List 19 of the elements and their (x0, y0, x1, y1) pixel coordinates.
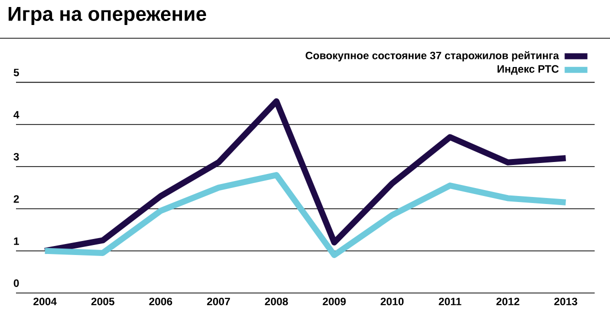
chart-title: Игра на опережение (8, 7, 206, 25)
legend-label: Индекс РТС (498, 65, 559, 75)
x-tick-label: 2008 (264, 298, 288, 306)
x-tick-label: 2004 (33, 298, 57, 306)
y-tick-label: 0 (14, 279, 19, 287)
x-tick-label: 2013 (554, 298, 578, 306)
x-tick-label: 2011 (438, 298, 462, 306)
legend-label: Совокупное состояние 37 старожилов рейтинга (306, 51, 560, 62)
x-tick-label: 2007 (207, 298, 230, 306)
y-tick-label: 4 (14, 111, 20, 118)
x-tick-label: 2009 (322, 298, 346, 306)
x-tick-label: 2010 (380, 298, 404, 306)
y-tick-label: 1 (14, 237, 19, 245)
x-tick-label: 2012 (496, 298, 520, 306)
y-tick-label: 2 (14, 195, 19, 203)
x-tick-label: 2006 (149, 298, 172, 306)
y-tick-label: 3 (14, 152, 19, 161)
y-tick-label: 5 (14, 68, 19, 76)
x-tick-label: 2005 (91, 298, 114, 306)
